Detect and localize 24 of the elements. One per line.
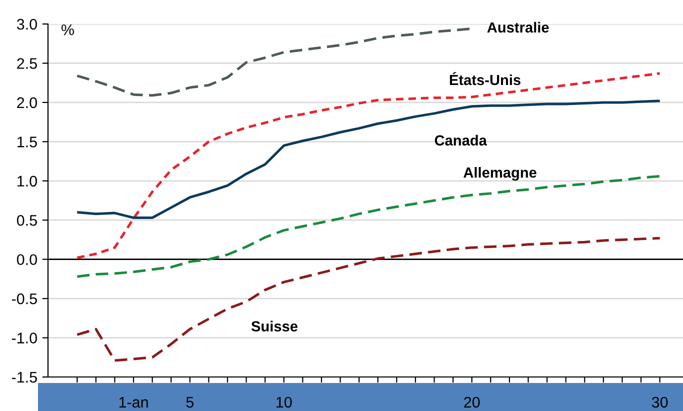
x-tick-label: 20 <box>464 396 480 408</box>
y-tick-label: -1.5 <box>12 372 37 383</box>
y-tick-label: 2.0 <box>17 97 37 108</box>
x-tick-label: 10 <box>276 396 292 408</box>
y-tick-label: -0.5 <box>12 293 37 304</box>
y-tick-label: -1.0 <box>12 332 37 344</box>
y-tick-label: 3.0 <box>16 18 37 30</box>
series-label: Suisse <box>251 320 298 332</box>
y-tick-label: 2.5 <box>17 58 37 69</box>
x-tick-label: 5 <box>186 397 194 408</box>
y-tick-label: 0.0 <box>16 254 37 266</box>
series-label: Canada <box>434 134 488 146</box>
y-tick-label: 1.5 <box>18 136 37 148</box>
series-label: États-Unis <box>450 72 520 86</box>
y-tick-label: 1.0 <box>18 176 37 187</box>
y-tick-label: 0.5 <box>16 214 37 226</box>
line-series <box>76 100 662 220</box>
series-label: Allemagne <box>464 167 536 181</box>
y-axis-title: % <box>61 24 74 36</box>
x-tick-label: 1-an <box>119 397 148 408</box>
series-label: Australie <box>487 22 549 33</box>
line-series <box>76 236 662 362</box>
line-series <box>76 72 662 260</box>
x-tick-label: 30 <box>652 396 668 408</box>
